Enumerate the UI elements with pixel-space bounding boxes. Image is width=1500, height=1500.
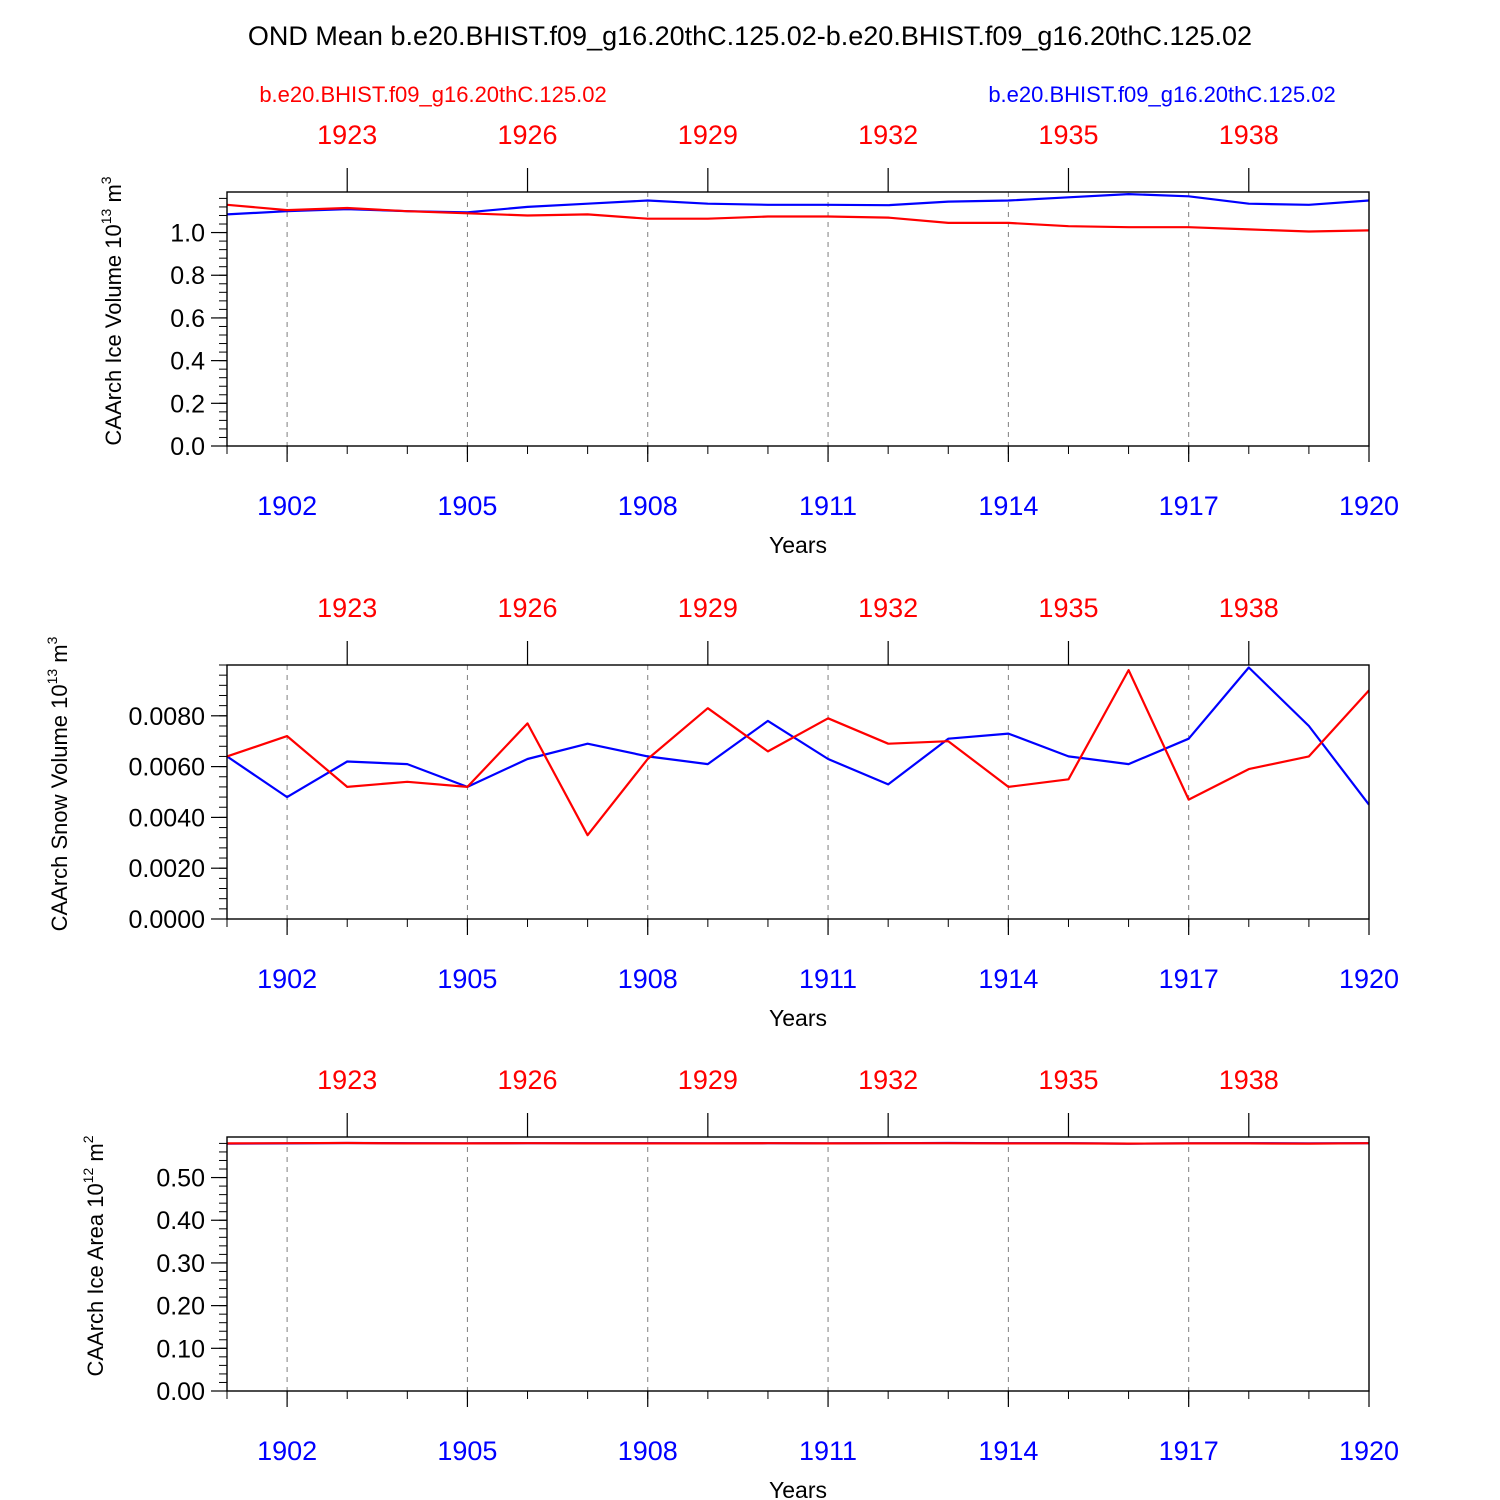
x-tick-label-top: 1926	[497, 120, 557, 150]
panel-1: 0.0 0.2 0.4 0.6 0.8 1.0 1902 1905 1908 1911 1914 19…	[98, 120, 1399, 558]
x-tick-label-top: 1923	[317, 593, 377, 623]
panel-3: 0.00 0.10 0.20 0.30 0.40 0.50 1902 1905 1908 1911…	[80, 1065, 1399, 1500]
x-tick-label-bottom: 1902	[257, 491, 317, 521]
y-tick-label: 0.00	[156, 1378, 205, 1406]
y-tick-label: 0.8	[170, 262, 205, 290]
y-axis-label: CAArch Ice Area 1012 m2	[80, 1135, 108, 1376]
y-tick-label: 0.0080	[129, 703, 205, 731]
y-axis-label: CAArch Snow Volume 1013 m3	[44, 636, 72, 931]
x-tick-label-bottom: 1905	[437, 1436, 497, 1466]
x-tick-label-top: 1935	[1038, 593, 1098, 623]
x-tick-label-bottom: 1920	[1339, 964, 1399, 994]
x-axis-label: Years	[769, 532, 827, 558]
y-tick-label: 0.6	[170, 305, 205, 333]
x-tick-label-bottom: 1908	[618, 491, 678, 521]
x-tick-label-top: 1926	[497, 593, 557, 623]
x-tick-label-bottom: 1917	[1159, 1436, 1219, 1466]
x-tick-label-bottom: 1917	[1159, 491, 1219, 521]
y-tick-label: 0.40	[156, 1207, 205, 1235]
y-tick-label: 0.10	[156, 1335, 205, 1363]
x-tick-label-top: 1929	[678, 120, 738, 150]
x-tick-label-bottom: 1914	[978, 491, 1038, 521]
x-tick-label-bottom: 1902	[257, 1436, 317, 1466]
plot-frame	[226, 191, 1370, 447]
series-line-red	[226, 1141, 1370, 1145]
x-tick-label-top: 1929	[678, 593, 738, 623]
y-tick-label: 0.0000	[129, 906, 205, 934]
x-tick-label-bottom: 1902	[257, 964, 317, 994]
x-tick-label-bottom: 1911	[799, 491, 857, 521]
x-tick-label-top: 1926	[497, 1065, 557, 1095]
x-tick-label-top: 1923	[317, 1065, 377, 1095]
x-axis-label: Years	[769, 1477, 827, 1500]
x-tick-label-top: 1935	[1038, 1065, 1098, 1095]
x-tick-label-top: 1938	[1219, 593, 1279, 623]
x-tick-label-bottom: 1920	[1339, 1436, 1399, 1466]
x-tick-label-top: 1932	[858, 1065, 918, 1095]
x-tick-label-top: 1932	[858, 593, 918, 623]
x-tick-label-bottom: 1917	[1159, 964, 1219, 994]
x-tick-label-top: 1938	[1219, 1065, 1279, 1095]
y-tick-label: 0.30	[156, 1250, 205, 1278]
plot-frame	[226, 664, 1370, 920]
figure-title: OND Mean b.e20.BHIST.f09_g16.20thC.125.0…	[248, 21, 1252, 51]
x-axis-label: Years	[769, 1005, 827, 1031]
y-tick-label: 0.20	[156, 1293, 205, 1321]
x-tick-label-bottom: 1914	[978, 964, 1038, 994]
panel-2: 0.0000 0.0020 0.0040 0.0060 0.0080 1902 1905 19…	[44, 593, 1399, 1031]
legend-left-label: b.e20.BHIST.f09_g16.20thC.125.02	[259, 82, 606, 107]
x-tick-label-bottom: 1905	[437, 491, 497, 521]
x-tick-label-top: 1938	[1219, 120, 1279, 150]
x-tick-label-bottom: 1905	[437, 964, 497, 994]
y-tick-label: 1.0	[170, 220, 205, 248]
y-tick-label: 0.4	[170, 348, 205, 376]
y-tick-label: 0.2	[170, 390, 205, 418]
x-tick-label-top: 1923	[317, 120, 377, 150]
y-axis-label: CAArch Ice Volume 1013 m3	[98, 176, 126, 445]
x-tick-label-bottom: 1908	[618, 964, 678, 994]
legend-right-label: b.e20.BHIST.f09_g16.20thC.125.02	[988, 82, 1335, 107]
plot-frame	[226, 1136, 1370, 1392]
x-tick-label-bottom: 1911	[799, 964, 857, 994]
series-line-red	[226, 668, 1370, 837]
y-tick-label: 0.0020	[129, 855, 205, 883]
x-tick-label-bottom: 1911	[799, 1436, 857, 1466]
series-line-red	[226, 203, 1370, 233]
panels: 0.0 0.2 0.4 0.6 0.8 1.0 1902 1905 1908 1911 1914 19…	[44, 120, 1399, 1500]
y-tick-label: 0.0060	[129, 754, 205, 782]
y-tick-label: 0.50	[156, 1165, 205, 1193]
y-tick-label: 0.0	[170, 433, 205, 461]
x-tick-label-bottom: 1920	[1339, 491, 1399, 521]
x-tick-label-top: 1929	[678, 1065, 738, 1095]
series-line-blue	[226, 666, 1370, 806]
x-tick-label-top: 1932	[858, 120, 918, 150]
x-tick-label-bottom: 1908	[618, 1436, 678, 1466]
x-tick-label-bottom: 1914	[978, 1436, 1038, 1466]
x-tick-label-top: 1935	[1038, 120, 1098, 150]
y-tick-label: 0.0040	[129, 804, 205, 832]
